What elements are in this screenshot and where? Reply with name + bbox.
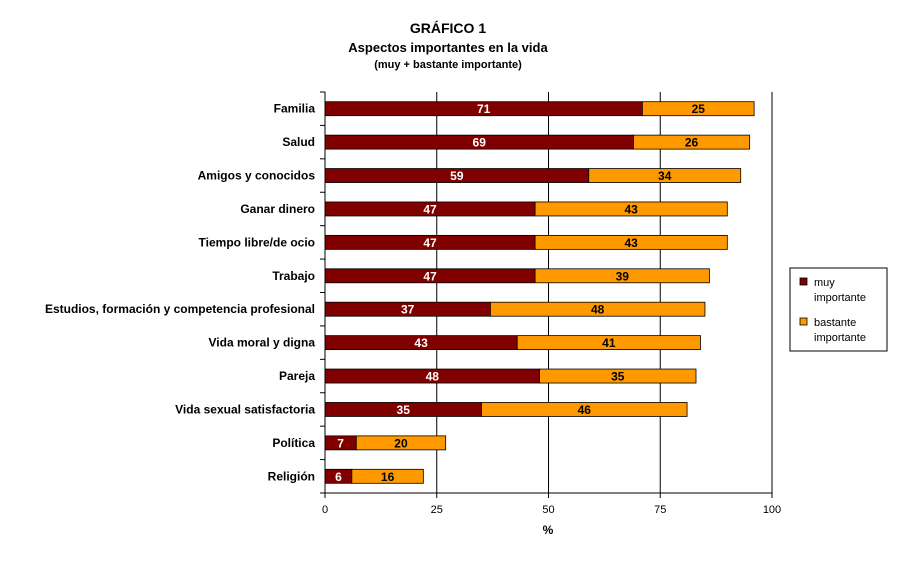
legend-label: importante bbox=[814, 332, 866, 344]
data-label: 59 bbox=[450, 169, 464, 183]
data-label: 48 bbox=[591, 303, 605, 317]
data-label: 47 bbox=[423, 236, 437, 250]
data-label: 43 bbox=[414, 336, 428, 350]
data-label: 35 bbox=[611, 370, 625, 384]
category-label: Religión bbox=[268, 469, 315, 483]
bar-bastante-importante bbox=[534, 201, 728, 217]
category-label: Política bbox=[272, 436, 315, 450]
legend: muy importante bastante importante bbox=[789, 267, 888, 352]
x-tick-label: 75 bbox=[654, 504, 666, 516]
plot-area: 0 25 50 75 100 Familia 71 25 Salud 69 26 Amigos y c… bbox=[45, 91, 781, 516]
category-label: Amigos y conocidos bbox=[198, 169, 316, 183]
category-label: Salud bbox=[282, 135, 315, 149]
legend-label: bastante bbox=[814, 317, 856, 329]
data-label: 69 bbox=[473, 136, 487, 150]
category-label: Vida sexual satisfactoria bbox=[175, 402, 315, 416]
bar-bastante-importante bbox=[588, 168, 742, 183]
data-label: 34 bbox=[658, 169, 672, 183]
bar-bastante-importante bbox=[641, 101, 755, 117]
legend-label: importante bbox=[814, 292, 866, 304]
x-tick-label: 25 bbox=[431, 504, 443, 516]
bar-bastante-importante bbox=[481, 402, 688, 417]
bar-bastante-importante bbox=[534, 268, 710, 284]
data-label: 7 bbox=[337, 436, 344, 450]
data-label: 25 bbox=[692, 102, 706, 116]
bar-bastante-importante bbox=[539, 368, 697, 384]
data-label: 43 bbox=[625, 202, 639, 216]
data-label: 47 bbox=[423, 202, 437, 216]
data-label: 26 bbox=[685, 136, 699, 150]
legend-label: muy bbox=[814, 277, 835, 289]
data-label: 20 bbox=[394, 436, 408, 450]
x-tick-label: 100 bbox=[763, 504, 781, 516]
data-label: 6 bbox=[335, 470, 342, 484]
category-label: Estudios, formación y competencia profes… bbox=[45, 302, 315, 316]
bar-bastante-importante bbox=[351, 468, 424, 484]
legend-swatch-bastante-importante bbox=[799, 317, 808, 326]
data-label: 48 bbox=[426, 370, 440, 384]
bar-bastante-importante bbox=[534, 234, 728, 250]
category-label: Tiempo libre/de ocio bbox=[199, 235, 315, 249]
data-label: 43 bbox=[625, 236, 639, 250]
bar-bastante-importante bbox=[355, 435, 447, 451]
data-label: 47 bbox=[423, 269, 437, 283]
bar-bastante-importante bbox=[489, 301, 706, 317]
x-tick-label: 50 bbox=[542, 504, 554, 516]
x-axis-label: % bbox=[543, 523, 554, 537]
data-label: 71 bbox=[477, 102, 491, 116]
category-label: Vida moral y digna bbox=[209, 336, 316, 350]
bar-bastante-importante bbox=[633, 134, 751, 150]
legend-swatch-muy-importante bbox=[799, 277, 808, 286]
data-label: 46 bbox=[578, 403, 592, 417]
category-label: Pareja bbox=[279, 369, 315, 383]
chart-title: GRÁFICO 1 bbox=[410, 20, 486, 36]
category-label: Familia bbox=[274, 102, 316, 116]
category-label: Trabajo bbox=[272, 269, 315, 283]
data-label: 41 bbox=[602, 336, 616, 350]
data-label: 37 bbox=[401, 303, 415, 317]
data-label: 16 bbox=[381, 470, 395, 484]
bar-bastante-importante bbox=[516, 335, 701, 351]
data-label: 35 bbox=[397, 403, 411, 417]
x-tick-label: 0 bbox=[322, 504, 328, 516]
category-label: Ganar dinero bbox=[240, 202, 315, 216]
data-label: 39 bbox=[616, 269, 630, 283]
chart-subsubtitle: (muy + bastante importante) bbox=[374, 59, 522, 71]
chart-subtitle: Aspectos importantes en la vida bbox=[348, 40, 548, 55]
